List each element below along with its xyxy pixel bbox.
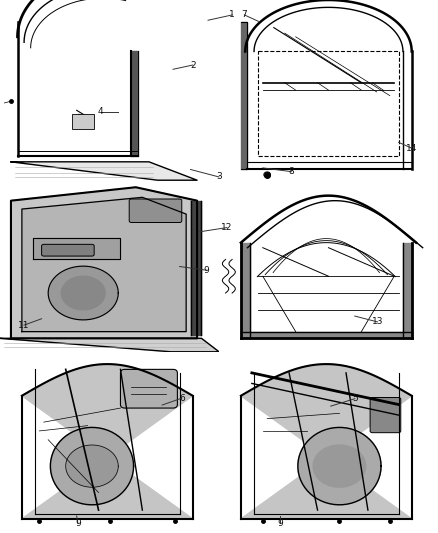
Polygon shape (11, 162, 197, 180)
FancyBboxPatch shape (120, 369, 177, 408)
Text: 6: 6 (179, 394, 185, 402)
Polygon shape (61, 276, 105, 310)
Text: 2: 2 (190, 61, 195, 69)
Text: 9: 9 (204, 266, 210, 274)
Polygon shape (11, 187, 197, 338)
Bar (72, 114, 94, 128)
Polygon shape (241, 22, 247, 169)
Text: 9: 9 (75, 519, 81, 528)
Text: 8: 8 (288, 167, 294, 176)
Text: 7: 7 (241, 11, 247, 19)
Polygon shape (33, 238, 120, 260)
Polygon shape (22, 197, 186, 332)
Text: 12: 12 (221, 223, 233, 232)
Polygon shape (50, 427, 134, 505)
Polygon shape (241, 364, 412, 519)
FancyBboxPatch shape (42, 244, 94, 256)
Text: 4: 4 (98, 108, 103, 116)
FancyBboxPatch shape (129, 199, 182, 222)
Polygon shape (22, 364, 193, 519)
Polygon shape (298, 427, 381, 505)
Text: 1: 1 (229, 11, 235, 19)
Text: 9: 9 (277, 519, 283, 528)
Text: 11: 11 (18, 321, 30, 329)
Polygon shape (0, 338, 219, 352)
Text: 13: 13 (372, 318, 383, 326)
Text: 5: 5 (352, 394, 358, 403)
FancyBboxPatch shape (370, 398, 401, 433)
Polygon shape (66, 445, 118, 487)
Polygon shape (313, 445, 366, 487)
Text: 14: 14 (406, 144, 417, 152)
Polygon shape (48, 266, 118, 320)
Text: 3: 3 (216, 173, 222, 181)
